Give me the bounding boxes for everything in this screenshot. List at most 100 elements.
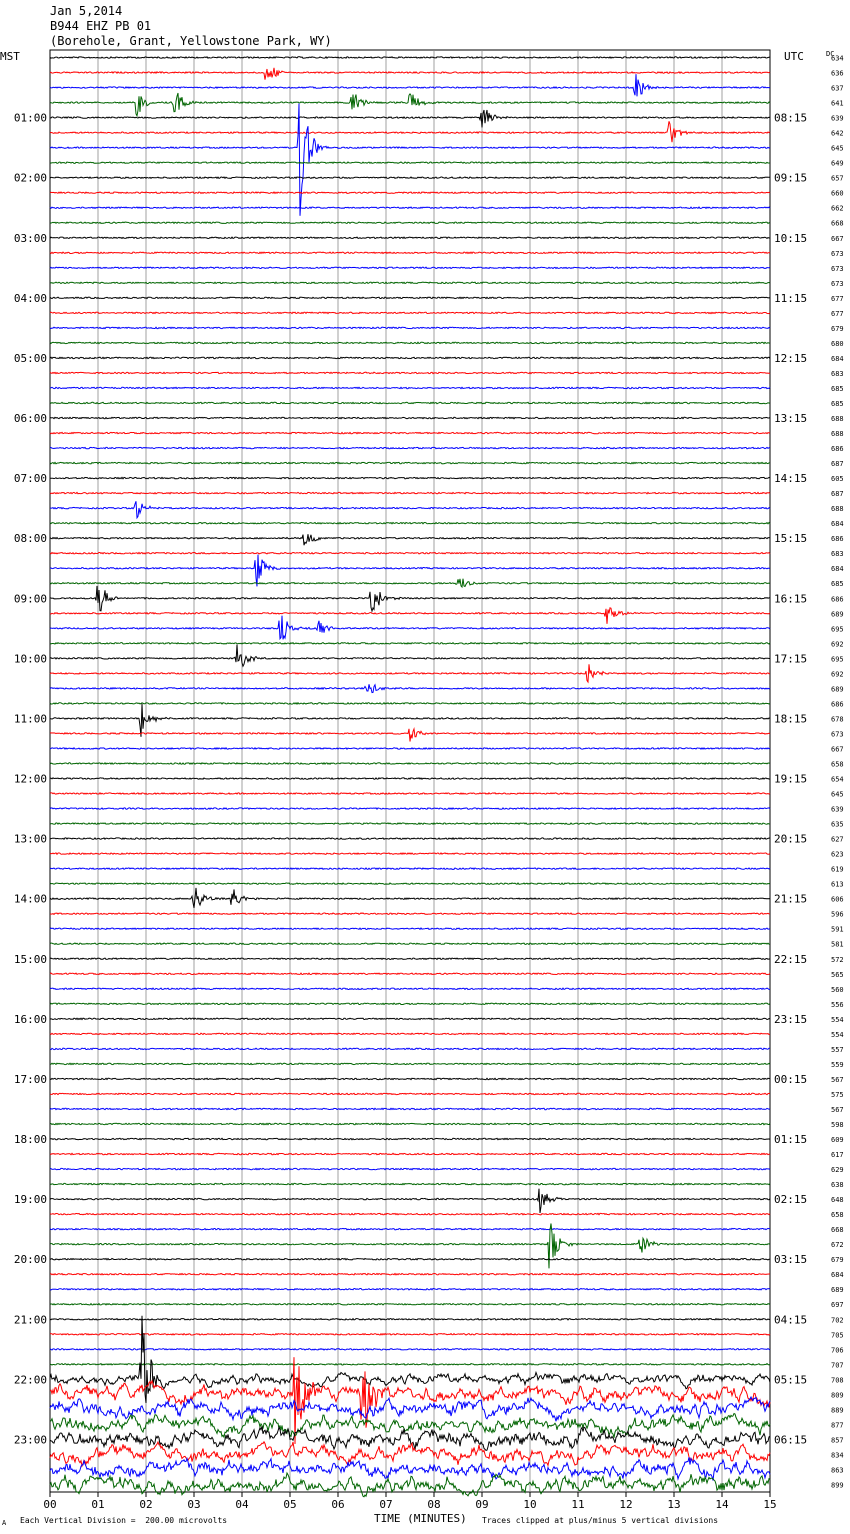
dc-offset-label: 834 [831, 1451, 844, 1459]
trace-row [50, 501, 771, 520]
header-station: B944 EHZ PB 01 [50, 19, 152, 33]
dc-offset-label: 702 [831, 1316, 844, 1324]
dc-offset-label: 606 [831, 896, 844, 904]
trace-row [49, 311, 771, 315]
trace-row [49, 972, 771, 976]
dc-offset-label: 596 [831, 911, 844, 919]
trace-row [49, 1152, 771, 1156]
dc-offset-label: 685 [831, 580, 844, 588]
dc-offset-label: 877 [831, 1421, 844, 1429]
dc-offset-label: 635 [831, 821, 844, 829]
trace-row [49, 727, 771, 742]
x-tick-label: 12 [619, 1498, 632, 1511]
trace-row [49, 1272, 771, 1276]
left-time-label: 08:00 [14, 532, 47, 545]
trace-row [49, 1137, 771, 1141]
trace-row [49, 121, 771, 143]
trace-row [49, 1315, 771, 1404]
trace-row [49, 585, 771, 613]
dc-offset-label: 672 [831, 1241, 844, 1249]
dc-offset-label: 617 [831, 1151, 844, 1159]
scale-note: Each Vertical Division = 200.00 microvol… [20, 1516, 228, 1525]
dc-offset-label: 648 [831, 1196, 844, 1204]
dc-offset-label: 654 [831, 776, 844, 784]
dc-offset-label: 683 [831, 550, 844, 558]
dc-offset-label: 668 [831, 1226, 844, 1234]
left-time-label: 09:00 [14, 592, 47, 605]
trace-row [49, 882, 771, 886]
clip-note: Traces clipped at plus/minus 5 vertical … [482, 1516, 719, 1525]
trace-row [49, 887, 771, 908]
trace-row [49, 1212, 771, 1216]
trace-row [49, 664, 771, 684]
trace-row [49, 206, 771, 210]
left-time-label: 18:00 [14, 1133, 47, 1146]
left-time-label: 01:00 [14, 112, 47, 125]
dc-offset-label: 706 [831, 1346, 844, 1354]
right-time-label: 20:15 [774, 833, 807, 846]
dc-offset-label: 679 [831, 1256, 844, 1264]
trace-row [49, 236, 771, 240]
x-tick-label: 01 [91, 1498, 104, 1511]
trace-row [50, 476, 771, 480]
left-time-label: 06:00 [14, 412, 47, 425]
dc-offset-label: 662 [831, 205, 844, 213]
dc-offset-label: 687 [831, 460, 844, 468]
trace-row [49, 109, 771, 128]
dc-offset-label: 679 [831, 325, 844, 333]
dc-offset-label: 673 [831, 265, 844, 273]
dc-offset-label: 686 [831, 700, 844, 708]
trace-row [49, 1047, 770, 1051]
dc-offset-label: 686 [831, 535, 844, 543]
dc-offset-label: 899 [831, 1481, 844, 1489]
dc-offset-label: 677 [831, 295, 844, 303]
trace-row [49, 1257, 771, 1261]
trace-row [49, 1471, 771, 1498]
x-tick-label: 13 [667, 1498, 680, 1511]
dc-offset-label: 705 [831, 1331, 844, 1339]
right-time-label: 08:15 [774, 112, 807, 125]
dc-offset-label: 638 [831, 1181, 844, 1189]
trace-row [49, 55, 771, 59]
dc-offset-label: 684 [831, 565, 844, 573]
right-time-label: 15:15 [774, 532, 807, 545]
right-time-label: 11:15 [774, 292, 807, 305]
dc-offset-label: 613 [831, 881, 844, 889]
trace-row [49, 356, 771, 360]
trace-row [49, 221, 771, 225]
corner-mark: A [2, 1519, 7, 1527]
dc-offset-label: 692 [831, 670, 844, 678]
dc-offset-label: 686 [831, 445, 844, 453]
trace-row [49, 777, 771, 780]
plot-frame [49, 49, 771, 1493]
right-time-label: 14:15 [774, 472, 807, 485]
dc-offset-label: 684 [831, 355, 844, 363]
x-tick-label: 05 [283, 1498, 296, 1511]
left-time-label: 16:00 [14, 1013, 47, 1026]
dc-offset-label: 609 [831, 1136, 844, 1144]
dc-offset-label: 685 [831, 385, 844, 393]
x-axis-label: TIME (MINUTES) [374, 1512, 467, 1525]
dc-offset-label: 687 [831, 490, 844, 498]
dc-offset-label: 619 [831, 866, 844, 874]
trace-row [49, 371, 771, 375]
dc-offset-label: 642 [831, 130, 844, 138]
dc-offset-label: 695 [831, 625, 844, 633]
trace-row [49, 534, 771, 546]
trace-row [49, 987, 771, 991]
dc-offset-label: 581 [831, 941, 844, 949]
dc-offset-label: 575 [831, 1091, 844, 1099]
trace-row [49, 401, 771, 405]
trace-row [49, 867, 771, 871]
left-time-label: 13:00 [14, 833, 47, 846]
trace-row [49, 554, 771, 587]
dc-offset-label: 685 [831, 400, 844, 408]
dc-offset-label: 688 [831, 430, 844, 438]
right-time-label: 06:15 [774, 1433, 807, 1446]
trace-row [49, 1017, 771, 1021]
left-time-label: 14:00 [14, 893, 47, 906]
trace-row [49, 1182, 771, 1186]
trace-row [49, 1395, 771, 1422]
trace-row [49, 296, 771, 300]
dc-offset-label: 660 [831, 190, 844, 198]
